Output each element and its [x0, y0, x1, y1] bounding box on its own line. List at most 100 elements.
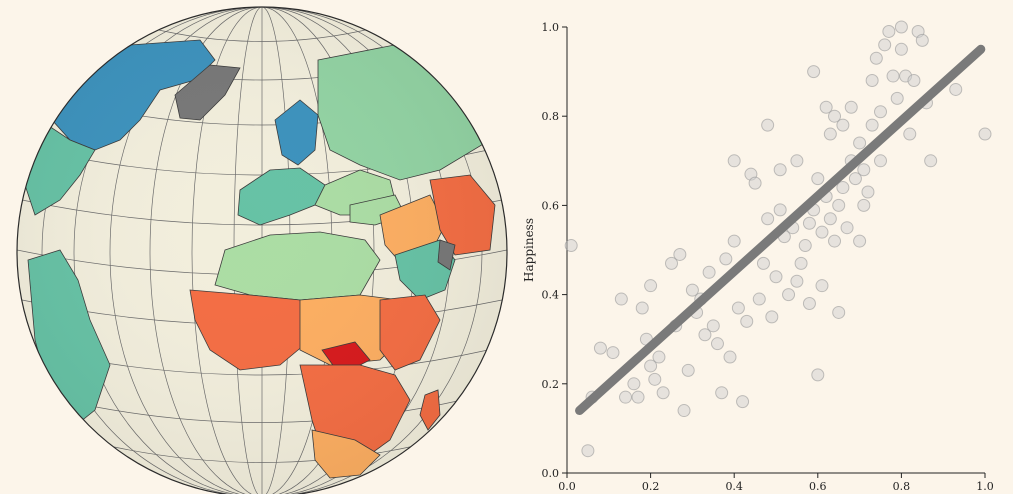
scatter-point[interactable] — [706, 319, 720, 333]
world-happiness-globe[interactable] — [0, 0, 540, 494]
scatter-point[interactable] — [702, 265, 716, 279]
scatter-point[interactable] — [727, 234, 741, 248]
scatter-point[interactable] — [815, 279, 829, 293]
scatter-point[interactable] — [790, 274, 804, 288]
scatter-point[interactable] — [832, 305, 846, 319]
scatter-point[interactable] — [773, 163, 787, 177]
scatter-point[interactable] — [656, 386, 670, 400]
scatter-point[interactable] — [857, 198, 871, 212]
scatter-point[interactable] — [802, 297, 816, 311]
scatter-point[interactable] — [769, 270, 783, 284]
scatter-point[interactable] — [731, 301, 745, 315]
y-tick-label: 0.4 — [542, 289, 560, 302]
x-tick-label: 0.4 — [725, 480, 743, 493]
scatter-point[interactable] — [890, 91, 904, 105]
y-tick-label: 0.0 — [542, 467, 560, 480]
scatter-point[interactable] — [865, 74, 879, 88]
scatter-point[interactable] — [811, 368, 825, 382]
scatter-point[interactable] — [677, 404, 691, 418]
scatter-point[interactable] — [798, 239, 812, 253]
scatter-point[interactable] — [756, 256, 770, 270]
scatter-point[interactable] — [593, 341, 607, 355]
scatter-point[interactable] — [761, 212, 775, 226]
scatter-point[interactable] — [715, 386, 729, 400]
scatter-point[interactable] — [853, 136, 867, 150]
scatter-point[interactable] — [823, 127, 837, 141]
scatter-point[interactable] — [681, 363, 695, 377]
scatter-point[interactable] — [857, 163, 871, 177]
scatter-point[interactable] — [736, 395, 750, 409]
scatter-point[interactable] — [861, 185, 875, 199]
scatter-point[interactable] — [978, 127, 992, 141]
scatter-point[interactable] — [828, 234, 842, 248]
scatter-point[interactable] — [748, 176, 762, 190]
scatter-point[interactable] — [581, 444, 595, 458]
scatter-point[interactable] — [894, 42, 908, 56]
scatter-point[interactable] — [627, 377, 641, 391]
scatter-point[interactable] — [836, 118, 850, 132]
scatter-point[interactable] — [673, 247, 687, 261]
trend-line — [575, 44, 986, 416]
scatter-point[interactable] — [832, 198, 846, 212]
scatter-point[interactable] — [853, 234, 867, 248]
happiness-scatter-plot: 0.0 0.2 0.4 0.6 0.8 1.0 0.0 0.2 0.4 0.6 0.8 1.0 Happ… — [505, 0, 1013, 494]
scatter-point[interactable] — [903, 127, 917, 141]
scatter-point[interactable] — [635, 301, 649, 315]
scatter-point[interactable] — [869, 51, 883, 65]
scatter-point[interactable] — [882, 24, 896, 38]
scatter-point[interactable] — [765, 310, 779, 324]
scatter-point[interactable] — [644, 279, 658, 293]
globe-map[interactable] — [0, 0, 540, 494]
scatter-point[interactable] — [828, 109, 842, 123]
scatter-point[interactable] — [752, 292, 766, 306]
globe-shading — [17, 7, 507, 494]
scatter-point[interactable] — [836, 181, 850, 195]
scatter-point[interactable] — [727, 154, 741, 168]
x-tick-label: 0.0 — [558, 480, 576, 493]
scatter-point[interactable] — [915, 33, 929, 47]
scatter-point[interactable] — [815, 225, 829, 239]
scatter-point[interactable] — [874, 105, 887, 119]
scatter-point[interactable] — [886, 69, 900, 83]
scatter-point[interactable] — [631, 390, 645, 404]
scatter-point[interactable] — [840, 221, 854, 235]
y-tick-label: 0.6 — [542, 199, 560, 212]
scatter-point[interactable] — [652, 350, 666, 364]
scatter-point[interactable] — [819, 100, 833, 114]
scatter-point[interactable] — [811, 172, 825, 186]
scatter-point[interactable] — [865, 118, 879, 132]
x-tick-label: 1.0 — [976, 480, 994, 493]
y-tick-label: 1.0 — [542, 21, 560, 34]
scatter-point[interactable] — [874, 154, 887, 168]
scatter-point[interactable] — [723, 350, 737, 364]
scatter-point[interactable] — [719, 252, 733, 266]
scatter-point[interactable] — [761, 118, 775, 132]
scatter-point[interactable] — [949, 82, 963, 96]
scatter-point[interactable] — [648, 372, 662, 386]
scatter-point[interactable] — [823, 212, 837, 226]
scatter-point[interactable] — [794, 256, 808, 270]
scatter-point[interactable] — [606, 346, 620, 360]
scatter-point[interactable] — [619, 390, 633, 404]
scatter-point[interactable] — [564, 239, 578, 253]
scatter-point[interactable] — [773, 203, 787, 217]
scatter-point[interactable] — [907, 74, 921, 88]
scatter-point[interactable] — [740, 314, 754, 328]
scatter-point[interactable] — [685, 283, 699, 297]
scatter-point[interactable] — [665, 256, 678, 270]
scatter-point[interactable] — [698, 328, 712, 342]
scatter-point[interactable] — [802, 216, 816, 230]
scatter-point[interactable] — [710, 337, 724, 351]
scatter-point[interactable] — [878, 38, 892, 52]
y-tick-label: 0.8 — [542, 110, 560, 123]
scatter-point[interactable] — [782, 288, 796, 302]
scatter-point[interactable] — [807, 65, 821, 79]
scatter-point[interactable] — [644, 359, 658, 373]
scatter-point[interactable] — [924, 154, 938, 168]
scatter-point[interactable] — [614, 292, 628, 306]
scatter-point[interactable] — [894, 20, 908, 34]
scatter-point[interactable] — [844, 100, 858, 114]
y-axis-title: Happiness — [522, 218, 536, 282]
scatter-point[interactable] — [790, 154, 804, 168]
scatter-point[interactable] — [848, 172, 862, 186]
